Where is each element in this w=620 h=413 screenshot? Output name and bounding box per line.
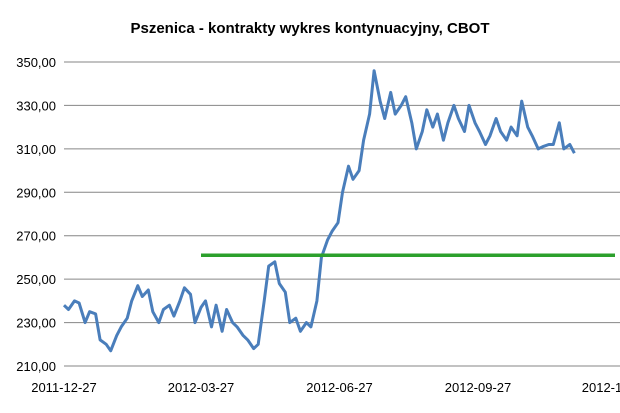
x-tick-label: 2012-09-27	[445, 380, 512, 395]
grid-layer	[64, 61, 620, 367]
y-tick-label: 270,00	[16, 229, 56, 244]
series-layer	[62, 69, 615, 353]
y-tick-label: 250,00	[16, 272, 56, 287]
y-tick-label: 330,00	[16, 98, 56, 113]
y-tick-label: 230,00	[16, 316, 56, 331]
x-tick-label: 2012-03-27	[168, 380, 235, 395]
y-tick-label: 290,00	[16, 185, 56, 200]
chart-title: Pszenica - kontrakty wykres kontynuacyjn…	[130, 20, 490, 37]
x-tick-label: 2011-12-27	[31, 380, 97, 395]
x-tick-label: 2012-12-27	[582, 380, 620, 395]
y-tick-label: 310,00	[16, 142, 56, 157]
y-tick-label: 350,00	[16, 55, 56, 70]
x-tick-label: 2012-06-27	[306, 380, 373, 395]
y-tick-label: 210,00	[16, 359, 56, 374]
tick-layer: 210,00 230,00 250,00 270,00 290,00 310,00 330,…	[16, 55, 620, 395]
price-series-line	[62, 69, 576, 353]
